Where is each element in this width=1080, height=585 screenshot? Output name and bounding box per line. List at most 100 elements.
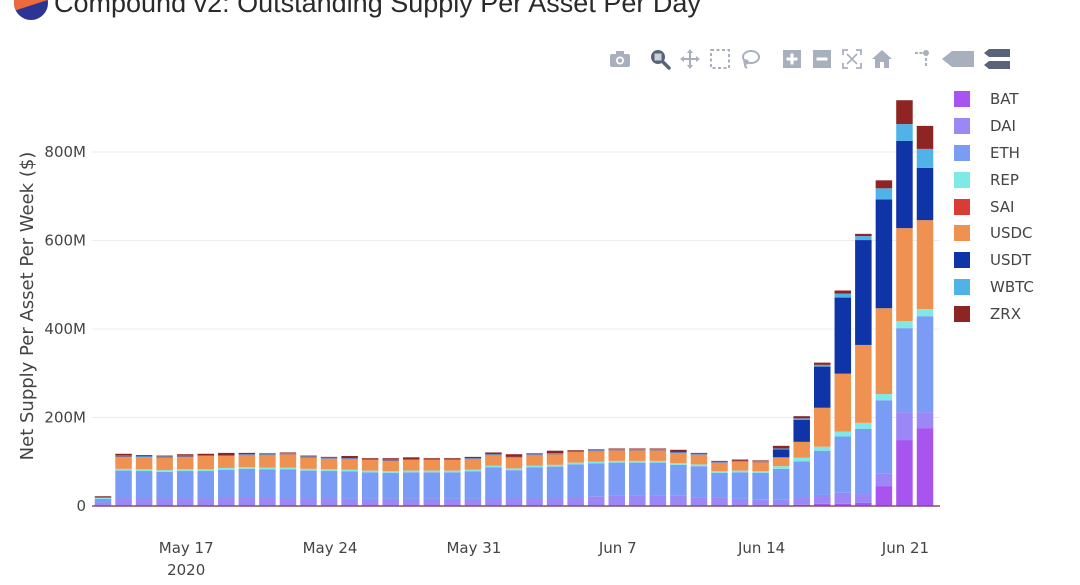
bar-stack-2020-05-31[interactable] xyxy=(464,456,482,507)
bar-rep[interactable] xyxy=(505,468,523,471)
bar-stack-2020-06-18[interactable] xyxy=(834,290,852,507)
reset-axes-icon[interactable] xyxy=(870,47,894,71)
bar-eth[interactable] xyxy=(238,468,256,499)
bar-rep[interactable] xyxy=(752,471,769,473)
bar-rep[interactable] xyxy=(855,422,872,430)
bar-stack-2020-06-22[interactable] xyxy=(916,125,934,506)
bar-zrx[interactable] xyxy=(238,452,256,455)
bar-dai[interactable] xyxy=(731,498,749,506)
bar-dai[interactable] xyxy=(485,498,502,506)
bar-eth[interactable] xyxy=(752,472,769,500)
bar-rep[interactable] xyxy=(423,470,441,473)
bar-zrx[interactable] xyxy=(629,448,646,450)
bar-eth[interactable] xyxy=(670,464,687,496)
bar-zrx[interactable] xyxy=(916,125,934,149)
bar-zrx[interactable] xyxy=(855,233,872,237)
bar-wbtc[interactable] xyxy=(896,124,913,141)
bar-usdc[interactable] xyxy=(300,457,317,469)
bar-usdc[interactable] xyxy=(341,459,358,470)
bar-rep[interactable] xyxy=(115,468,132,471)
bar-zrx[interactable] xyxy=(320,456,338,458)
bar-usdc[interactable] xyxy=(279,454,297,468)
bar-stack-2020-05-16[interactable] xyxy=(156,455,173,507)
bar-zrx[interactable] xyxy=(546,450,564,454)
bar-usdt[interactable] xyxy=(793,419,810,442)
bar-stack-2020-06-10[interactable] xyxy=(670,449,687,507)
bar-zrx[interactable] xyxy=(485,452,502,455)
bar-stack-2020-06-06[interactable] xyxy=(587,449,605,507)
bar-zrx[interactable] xyxy=(300,455,317,457)
bar-stack-2020-05-17[interactable] xyxy=(176,454,194,507)
bar-stack-2020-06-17[interactable] xyxy=(814,362,831,506)
bar-eth[interactable] xyxy=(279,469,297,499)
bar-dai[interactable] xyxy=(875,473,893,487)
bar-wbtc[interactable] xyxy=(855,236,872,241)
legend-item-zrx[interactable]: ZRX xyxy=(954,300,1034,327)
bar-rep[interactable] xyxy=(896,321,913,329)
bar-stack-2020-05-22[interactable] xyxy=(279,452,297,507)
hover-closest-icon[interactable] xyxy=(940,47,976,71)
bar-zrx[interactable] xyxy=(505,454,523,457)
bar-usdc[interactable] xyxy=(916,220,934,310)
bar-stack-2020-06-11[interactable] xyxy=(690,452,708,507)
bar-dai[interactable] xyxy=(115,498,132,506)
bar-dai[interactable] xyxy=(690,497,708,506)
bar-eth[interactable] xyxy=(176,471,194,499)
bar-rep[interactable] xyxy=(464,469,482,472)
bar-eth[interactable] xyxy=(772,468,790,500)
bar-stack-2020-06-16[interactable] xyxy=(793,416,810,506)
bar-rep[interactable] xyxy=(526,465,543,468)
bar-eth[interactable] xyxy=(546,466,564,499)
bar-usdc[interactable] xyxy=(587,451,605,462)
bar-dai[interactable] xyxy=(444,498,461,506)
bar-zrx[interactable] xyxy=(115,453,132,456)
bar-rep[interactable] xyxy=(156,470,173,472)
bar-eth[interactable] xyxy=(197,471,215,499)
bar-eth[interactable] xyxy=(444,472,461,499)
bar-eth[interactable] xyxy=(135,471,153,499)
bar-dai[interactable] xyxy=(670,495,687,506)
bar-usdc[interactable] xyxy=(403,459,420,471)
bar-dai[interactable] xyxy=(176,498,194,506)
bar-dai[interactable] xyxy=(587,496,605,506)
bar-stack-2020-05-18[interactable] xyxy=(197,453,215,507)
bar-dai[interactable] xyxy=(279,498,297,506)
bar-rep[interactable] xyxy=(649,460,667,463)
bar-stack-2020-06-12[interactable] xyxy=(711,460,728,507)
bar-stack-2020-05-20[interactable] xyxy=(238,452,256,507)
bar-rep[interactable] xyxy=(218,467,235,470)
bar-zrx[interactable] xyxy=(94,496,112,498)
bar-stack-2020-06-01[interactable] xyxy=(485,452,502,507)
bar-zrx[interactable] xyxy=(711,460,728,462)
bar-usdc[interactable] xyxy=(855,344,872,423)
bar-eth[interactable] xyxy=(916,316,934,413)
bar-usdc[interactable] xyxy=(752,462,769,472)
bar-rep[interactable] xyxy=(546,464,564,467)
bar-usdt[interactable] xyxy=(916,167,934,221)
bar-stack-2020-06-21[interactable] xyxy=(896,100,913,506)
bar-eth[interactable] xyxy=(485,467,502,499)
camera-icon[interactable] xyxy=(608,47,632,71)
bar-usdc[interactable] xyxy=(361,459,379,471)
bar-dai[interactable] xyxy=(772,499,790,506)
bar-usdc[interactable] xyxy=(690,454,708,465)
bar-rep[interactable] xyxy=(875,394,893,401)
bar-zrx[interactable] xyxy=(279,452,297,454)
bar-dai[interactable] xyxy=(629,495,646,506)
bar-dai[interactable] xyxy=(300,498,317,506)
bar-zrx[interactable] xyxy=(567,450,584,452)
bar-zrx[interactable] xyxy=(218,452,235,456)
bar-eth[interactable] xyxy=(587,463,605,497)
bar-zrx[interactable] xyxy=(587,449,605,451)
bar-zrx[interactable] xyxy=(423,458,441,460)
pan-icon[interactable] xyxy=(678,47,702,71)
bar-eth[interactable] xyxy=(505,470,523,499)
bar-dai[interactable] xyxy=(464,498,482,506)
bar-stack-2020-05-15[interactable] xyxy=(135,455,153,507)
bar-usdc[interactable] xyxy=(814,407,831,447)
bar-eth[interactable] xyxy=(259,469,276,499)
bar-rep[interactable] xyxy=(814,446,831,451)
bar-rep[interactable] xyxy=(341,469,358,472)
bar-bat[interactable] xyxy=(814,503,831,506)
spike-lines-icon[interactable] xyxy=(910,47,934,71)
